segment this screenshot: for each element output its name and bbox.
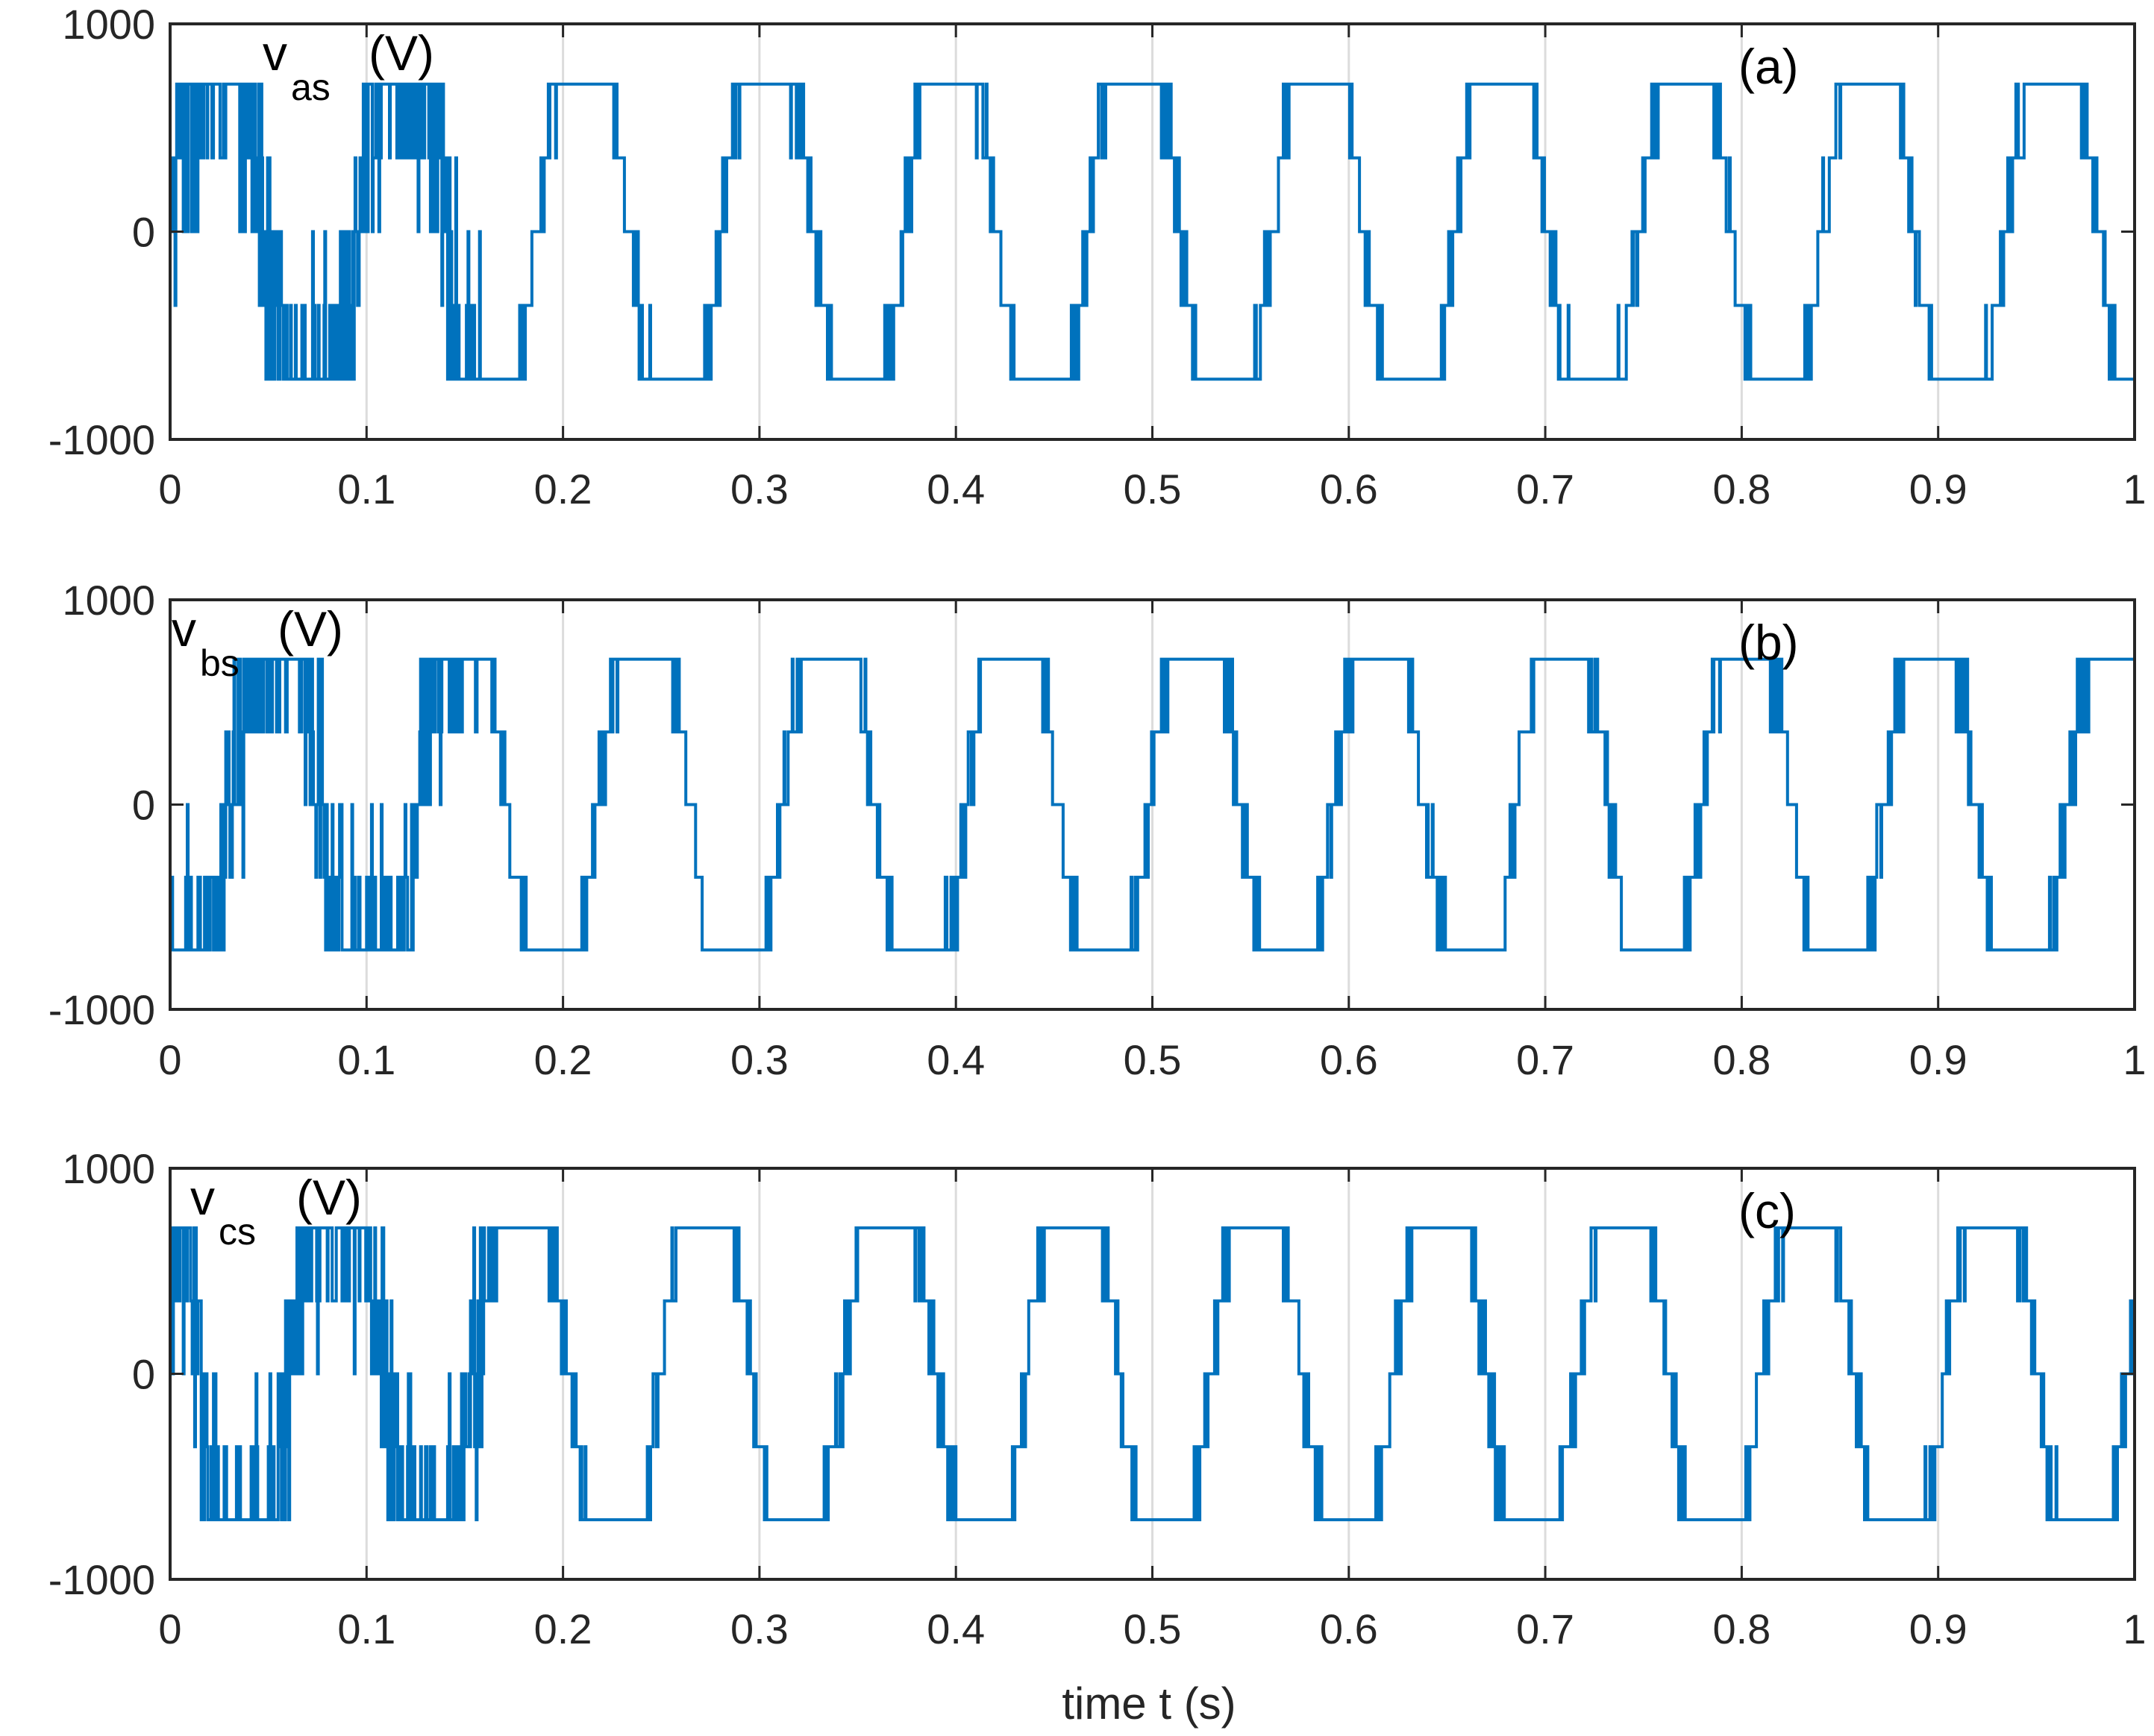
subplot-a: 0 0.1 0.2 0.3 0.4 0.5 0.6 0.7 0.8 0.9 1-100001000v… — [48, 1, 2147, 513]
annotation-symbol: v — [190, 1170, 215, 1225]
y-tick-label: 0 — [132, 782, 155, 829]
series-line-as — [170, 82, 2135, 381]
series-line-bs — [169, 657, 2135, 952]
x-tick-label: 0.2 — [534, 1605, 592, 1652]
x-tick-label: 0.1 — [337, 1605, 395, 1652]
y-tick-label: 1000 — [62, 577, 155, 624]
x-tick-label: 0.2 — [534, 1036, 592, 1083]
subplot-b: 0 0.1 0.2 0.3 0.4 0.5 0.6 0.7 0.8 0.9 1-100001000v… — [48, 577, 2147, 1083]
x-tick-label: 0.9 — [1909, 1036, 1967, 1083]
x-tick-label: 0.5 — [1124, 466, 1182, 513]
x-tick-label: 0.4 — [927, 1605, 985, 1652]
x-tick-label: 0.7 — [1516, 466, 1574, 513]
x-tick-label: 1 — [2123, 1605, 2146, 1652]
y-tick-label: 0 — [132, 209, 155, 256]
y-tick-label: 0 — [132, 1351, 155, 1398]
annotation-unit: (V) — [296, 1170, 362, 1225]
x-tick-label: 1 — [2123, 1036, 2146, 1083]
annotation-subscript: cs — [219, 1211, 256, 1253]
y-tick-label: 1000 — [62, 1, 155, 48]
x-tick-label: 0.7 — [1516, 1036, 1574, 1083]
x-tick-label: 0.9 — [1909, 466, 1967, 513]
series-annotation: vcs (V) — [190, 1170, 362, 1253]
panel-label: (a) — [1738, 39, 1799, 94]
x-tick-label: 0.6 — [1320, 1036, 1378, 1083]
annotation-unit: (V) — [278, 601, 343, 657]
x-tick-label: 0.8 — [1712, 1605, 1771, 1652]
x-tick-label: 0.3 — [730, 466, 789, 513]
x-tick-label: 0 — [158, 1036, 181, 1083]
annotation-symbol: v — [172, 601, 196, 657]
annotation-unit: (V) — [369, 25, 434, 81]
y-tick-label: -1000 — [48, 416, 155, 463]
panel-label: (b) — [1738, 615, 1799, 670]
x-tick-label: 0.8 — [1712, 466, 1771, 513]
x-tick-label: 0.6 — [1320, 1605, 1378, 1652]
x-tick-label: 0.5 — [1124, 1605, 1182, 1652]
y-tick-label: 1000 — [62, 1145, 155, 1192]
x-tick-label: 0 — [158, 466, 181, 513]
annotation-subscript: as — [291, 66, 331, 108]
subplot-c: 0 0.1 0.2 0.3 0.4 0.5 0.6 0.7 0.8 0.9 1-100001000v… — [48, 1145, 2147, 1652]
series-annotation: vbs (V) — [172, 601, 343, 684]
x-tick-label: 0.3 — [730, 1605, 789, 1652]
x-tick-label: 0.4 — [927, 1036, 985, 1083]
x-tick-label: 0.5 — [1124, 1036, 1182, 1083]
y-tick-label: -1000 — [48, 1556, 155, 1603]
x-tick-label: 1 — [2123, 466, 2146, 513]
series-annotation: vas (V) — [263, 25, 434, 108]
series-line-cs — [170, 1226, 2135, 1522]
x-tick-label: 0.3 — [730, 1036, 789, 1083]
y-tick-label: -1000 — [48, 986, 155, 1033]
x-tick-label: 0.1 — [337, 1036, 395, 1083]
x-tick-label: 0.6 — [1320, 466, 1378, 513]
x-tick-label: 0.7 — [1516, 1605, 1574, 1652]
x-tick-label: 0.1 — [337, 466, 395, 513]
x-tick-label: 0.4 — [927, 466, 985, 513]
x-axis-label: time t (s) — [1062, 1679, 1236, 1729]
x-tick-label: 0.9 — [1909, 1605, 1967, 1652]
x-tick-label: 0.8 — [1712, 1036, 1771, 1083]
annotation-subscript: bs — [200, 642, 239, 684]
annotation-symbol: v — [263, 25, 287, 81]
x-tick-label: 0 — [158, 1605, 181, 1652]
x-tick-label: 0.2 — [534, 466, 592, 513]
panel-label: (c) — [1738, 1183, 1796, 1238]
